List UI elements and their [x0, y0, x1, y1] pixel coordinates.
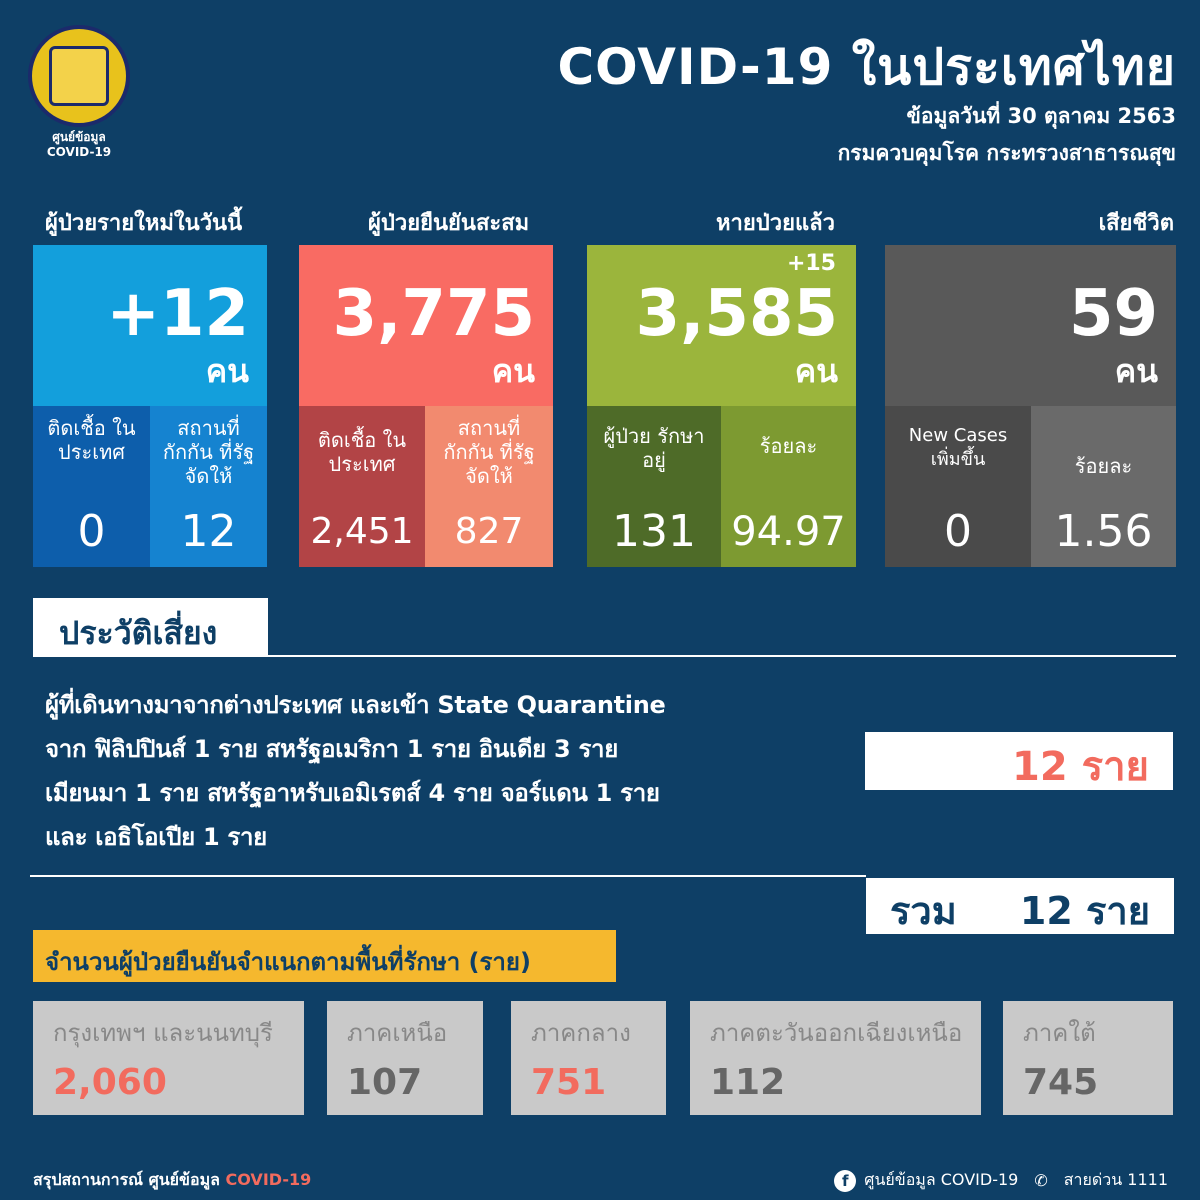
region-name: ภาคกลาง — [531, 1019, 631, 1047]
risk-line: เมียนมา 1 ราย สหรัฐอาหรับเอมิเรตส์ 4 ราย… — [45, 779, 660, 807]
cell-value: 94.97 — [731, 509, 846, 555]
cell-value: 0 — [944, 506, 972, 557]
cell-label: New Cases เพิ่มขึ้น — [908, 425, 1008, 470]
cell-label: ผู้ป่วย รักษาอยู่ — [603, 424, 705, 472]
value: 3,775 — [332, 277, 535, 351]
cell-label: ติดเชื้อ ในประเทศ — [317, 428, 407, 476]
cell-label: สถานที่ กักกัน ที่รัฐจัดให้ — [162, 416, 255, 488]
region-south: ภาคใต้ 745 — [1003, 1001, 1173, 1115]
cell: ร้อยละ 1.56 — [1031, 406, 1176, 567]
region-bangkok: กรุงเทพฯ และนนทบุรี 2,060 — [33, 1001, 304, 1115]
card-label-new: ผู้ป่วยรายใหม่ในวันนี้ — [45, 211, 243, 236]
value: 59 — [1068, 277, 1158, 351]
card-recovered: +15 3,585 คน — [587, 245, 856, 406]
region-value: 2,060 — [53, 1062, 167, 1103]
region-name: กรุงเทพฯ และนนทบุรี — [53, 1019, 273, 1047]
risk-line: จาก ฟิลิปปินส์ 1 ราย สหรัฐอเมริกา 1 ราย … — [45, 735, 618, 763]
region-central: ภาคกลาง 751 — [511, 1001, 666, 1115]
card-label-recovered: หายป่วยแล้ว — [716, 211, 835, 236]
region-value: 107 — [347, 1062, 423, 1103]
risk-text: ผู้ที่เดินทางมาจากต่างประเทศ และเข้า Sta… — [45, 683, 850, 859]
cell-value: 131 — [612, 506, 696, 557]
delta: +15 — [786, 251, 836, 276]
footer-accent: COVID-19 — [225, 1170, 312, 1189]
region-value: 745 — [1023, 1062, 1099, 1103]
logo-text: ศูนย์ข้อมูล — [52, 130, 106, 144]
region-north: ภาคเหนือ 107 — [327, 1001, 483, 1115]
cell: ผู้ป่วย รักษาอยู่ 131 — [587, 406, 721, 567]
risk-count: 12 ราย — [865, 732, 1173, 790]
unit: คน — [1114, 352, 1158, 390]
risk-heading: ประวัติเสี่ยง — [33, 598, 268, 656]
cell: ร้อยละ 94.97 — [721, 406, 856, 567]
unit: คน — [491, 352, 535, 390]
divider — [33, 655, 1176, 657]
cell: สถานที่ กักกัน ที่รัฐจัดให้ 12 — [150, 406, 267, 567]
cell-label: สถานที่ กักกัน ที่รัฐจัดให้ — [443, 416, 535, 488]
region-northeast: ภาคตะวันออกเฉียงเหนือ 112 — [690, 1001, 981, 1115]
footer-text: สรุปสถานการณ์ ศูนย์ข้อมูล — [33, 1170, 220, 1189]
unit: คน — [794, 352, 838, 390]
facebook-link[interactable]: ศูนย์ข้อมูล COVID-19 — [864, 1170, 1019, 1189]
source: กรมควบคุมโรค กระทรวงสาธารณสุข — [837, 141, 1176, 165]
footer-right: f ศูนย์ข้อมูล COVID-19 ✆ สายด่วน 1111 — [834, 1168, 1168, 1193]
government-seal-logo — [28, 25, 130, 127]
cell: สถานที่ กักกัน ที่รัฐจัดให้ 827 — [425, 406, 553, 567]
cell-value: 12 — [180, 506, 237, 557]
card-label-deaths: เสียชีวิต — [1098, 211, 1174, 236]
card-total-cases: 3,775 คน — [299, 245, 553, 406]
footer-left: สรุปสถานการณ์ ศูนย์ข้อมูล COVID-19 — [33, 1168, 311, 1193]
card-deaths: 59 คน — [885, 245, 1176, 406]
cell-label: ร้อยละ — [759, 434, 818, 458]
page-title: COVID-19 ในประเทศไทย — [557, 38, 1176, 96]
cell-value: 0 — [77, 506, 106, 557]
cell: ติดเชื้อ ในประเทศ 2,451 — [299, 406, 425, 567]
region-name: ภาคใต้ — [1023, 1019, 1096, 1047]
date: ข้อมูลวันที่ 30 ตุลาคม 2563 — [906, 104, 1176, 128]
total-value: 12 ราย — [1019, 889, 1150, 933]
cell: ติดเชื้อ ในประเทศ 0 — [33, 406, 150, 567]
cell-value: 1.56 — [1054, 506, 1153, 557]
value: +12 — [106, 277, 249, 351]
region-name: ภาคตะวันออกเฉียงเหนือ — [710, 1019, 963, 1047]
unit: คน — [205, 352, 249, 390]
logo-caption: ศูนย์ข้อมูล COVID-19 — [20, 130, 138, 160]
facebook-icon[interactable]: f — [834, 1169, 857, 1192]
phone-icon: ✆ — [1034, 1171, 1048, 1190]
card-label-total: ผู้ป่วยยืนยันสะสม — [368, 211, 530, 236]
cell-value: 827 — [454, 511, 524, 552]
risk-line: และ เอธิโอเปีย 1 ราย — [45, 823, 267, 851]
risk-line: ผู้ที่เดินทางมาจากต่างประเทศ และเข้า Sta… — [45, 691, 666, 719]
cell-value: 2,451 — [310, 511, 414, 552]
hotline: สายด่วน 1111 — [1063, 1170, 1168, 1189]
regions-heading: จำนวนผู้ป่วยยืนยันจำแนกตามพื้นที่รักษา (… — [33, 930, 616, 982]
divider — [30, 875, 866, 877]
region-value: 112 — [710, 1062, 786, 1103]
region-value: 751 — [531, 1062, 607, 1103]
cell: New Cases เพิ่มขึ้น 0 — [885, 406, 1031, 567]
total-box: รวม 12 ราย — [866, 878, 1174, 934]
total-label: รวม — [890, 889, 957, 933]
region-name: ภาคเหนือ — [347, 1019, 448, 1047]
card-new-cases: +12 คน — [33, 245, 267, 406]
value: 3,585 — [635, 277, 838, 351]
cell-label: ร้อยละ — [1074, 454, 1133, 478]
cell-label: ติดเชื้อ ในประเทศ — [47, 416, 136, 464]
logo-text: COVID-19 — [46, 145, 112, 159]
